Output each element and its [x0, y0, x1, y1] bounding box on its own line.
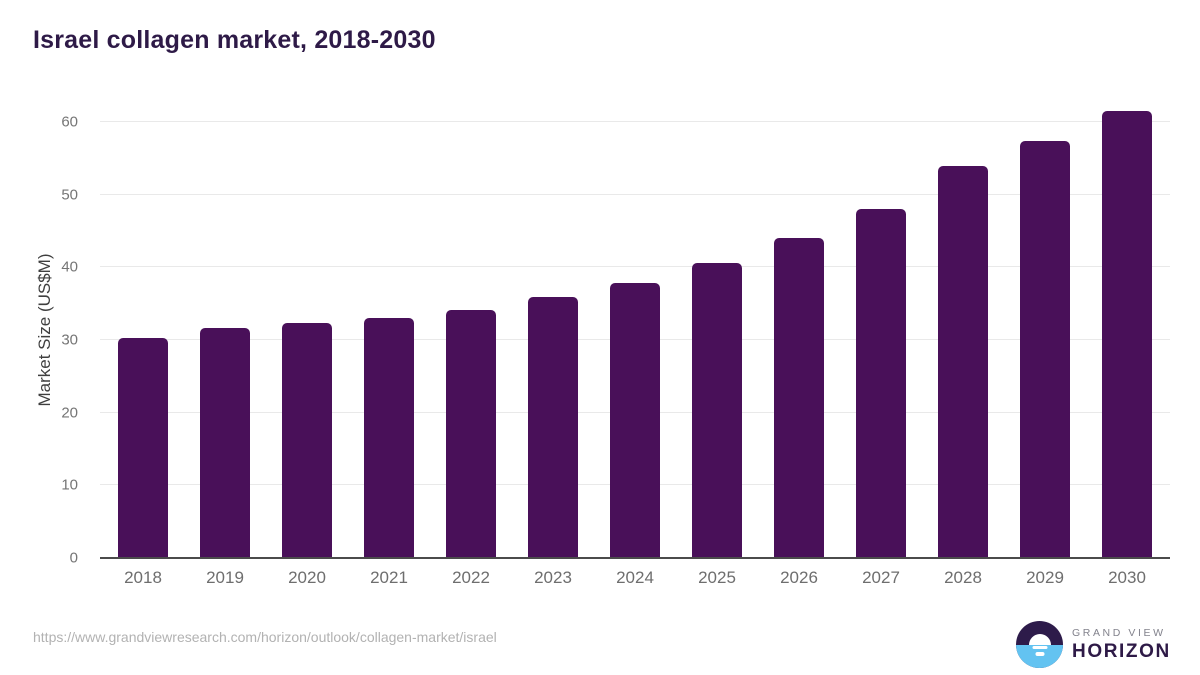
logo-product-name: HORIZON [1072, 640, 1171, 662]
x-tick-label-2022: 2022 [452, 568, 490, 587]
x-tick-label-2030: 2030 [1108, 568, 1146, 587]
chart-title: Israel collagen market, 2018-2030 [33, 26, 436, 54]
x-tick-label-2020: 2020 [288, 568, 326, 587]
source-url: https://www.grandviewresearch.com/horizo… [33, 629, 497, 645]
bar-2026 [774, 238, 824, 558]
x-tick-label-2029: 2029 [1026, 568, 1064, 587]
bar-2028 [938, 166, 988, 558]
x-axis-line [100, 557, 1170, 559]
gridline-40 [100, 266, 1170, 268]
y-axis-ticks: 0 10 20 30 40 50 60 [44, 104, 88, 567]
bar-2018 [118, 337, 168, 558]
y-tick-label-30: 30 [61, 331, 78, 349]
x-tick-label-2023: 2023 [534, 568, 572, 587]
y-tick-label-20: 20 [61, 404, 78, 422]
bar-2029 [1020, 141, 1070, 558]
y-tick-label-0: 0 [69, 549, 78, 567]
bar-2024 [610, 283, 660, 558]
y-tick-label-40: 40 [61, 258, 78, 276]
gridline-60 [100, 121, 1170, 123]
x-tick-label-2018: 2018 [124, 568, 162, 587]
bar-2022 [446, 309, 496, 558]
logo-brand-name: GRAND VIEW [1072, 627, 1166, 640]
x-tick-label-2019: 2019 [206, 568, 244, 587]
grand-view-horizon-logo: GRAND VIEW HORIZON [1016, 621, 1171, 668]
horizon-sun-icon [1016, 621, 1063, 668]
bars-layer [100, 104, 1170, 558]
x-tick-label-2024: 2024 [616, 568, 654, 587]
bar-2030 [1102, 110, 1152, 558]
bar-2027 [856, 208, 906, 558]
bar-2020 [282, 323, 332, 558]
y-tick-label-10: 10 [61, 476, 78, 494]
x-tick-label-2025: 2025 [698, 568, 736, 587]
x-tick-label-2021: 2021 [370, 568, 408, 587]
plot-area: 0 10 20 30 40 50 60 [61, 104, 1170, 567]
x-tick-label-2026: 2026 [780, 568, 818, 587]
x-tick-label-2027: 2027 [862, 568, 900, 587]
bar-2021 [364, 317, 414, 558]
x-tick-label-2028: 2028 [944, 568, 982, 587]
x-axis-labels: 2018 2019 2020 2021 2022 2023 2024 2025 2026 2027… [100, 568, 1170, 588]
y-tick-label-60: 60 [61, 113, 78, 131]
bar-2025 [692, 263, 742, 558]
gridline-50 [100, 193, 1170, 195]
y-tick-label-50: 50 [61, 186, 78, 204]
logo-text: GRAND VIEW HORIZON [1072, 628, 1171, 661]
bar-2019 [200, 327, 250, 558]
bar-2023 [528, 297, 578, 558]
